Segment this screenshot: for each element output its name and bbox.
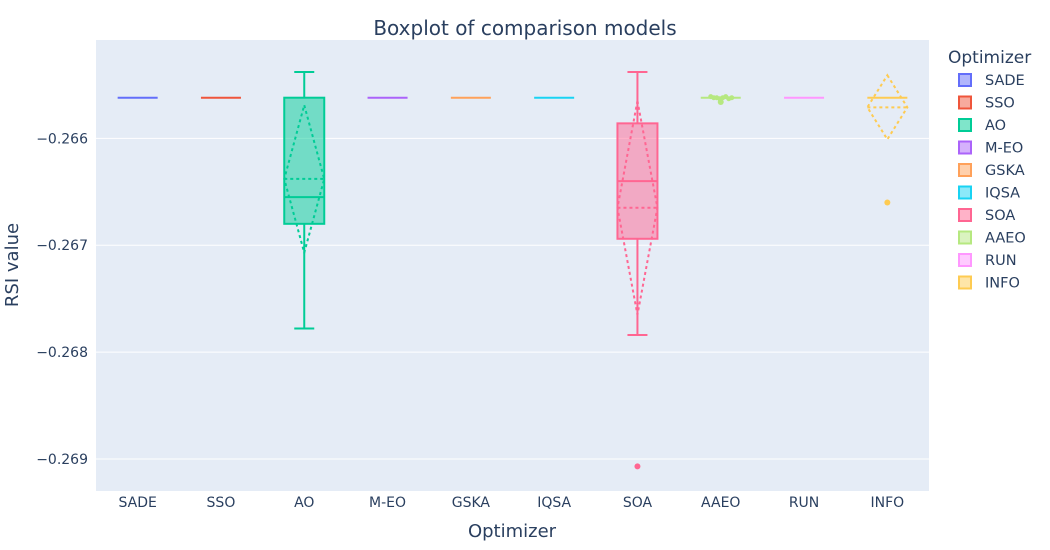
legend-swatch <box>958 253 972 267</box>
box-ao <box>283 71 326 330</box>
x-tick-label: INFO <box>871 495 905 511</box>
x-tick-label: AAEO <box>701 495 740 511</box>
legend-item-iqsa: IQSA <box>958 185 1020 202</box>
legend: SADE SSO AO M-EO GSKA IQSA SOA AAEO RUN INFO <box>958 73 1026 292</box>
legend-label: RUN <box>985 253 1017 269</box>
y-tick-label: −0.269 <box>36 452 88 468</box>
box-body <box>283 96 326 225</box>
legend-label: SSO <box>985 96 1015 112</box>
sd-diamond <box>866 73 909 142</box>
x-tick-label: IQSA <box>537 495 571 511</box>
legend-swatch <box>958 185 972 200</box>
x-tick-label: RUN <box>789 495 819 511</box>
y-tick-label: −0.268 <box>36 345 88 361</box>
chart-title: Boxplot of comparison models <box>373 16 676 40</box>
legend-label: SOA <box>985 208 1015 224</box>
outlier-point <box>634 463 641 470</box>
legend-item-info: INFO <box>958 275 1020 292</box>
x-axis-title: Optimizer <box>468 521 557 542</box>
y-tick-label: −0.267 <box>36 238 88 254</box>
legend-item-m-eo: M-EO <box>958 140 1023 157</box>
legend-item-run: RUN <box>958 253 1017 269</box>
legend-swatch <box>958 140 972 155</box>
x-tick-label: AO <box>294 495 314 511</box>
legend-swatch <box>958 230 972 245</box>
x-axis-ticks: SADE SSO AO M-EO GSKA IQSA SOA AAEO RUN INFO <box>118 495 904 511</box>
legend-label: AO <box>985 118 1006 134</box>
legend-item-soa: SOA <box>958 208 1015 224</box>
y-axis-title: RSI value <box>2 223 23 307</box>
legend-swatch <box>958 73 972 87</box>
legend-swatch <box>958 95 972 110</box>
x-tick-label: M-EO <box>369 495 406 511</box>
legend-swatch <box>958 208 972 222</box>
legend-label: SADE <box>985 73 1025 89</box>
data-point <box>729 95 735 101</box>
legend-item-sade: SADE <box>958 73 1025 89</box>
y-tick-label: −0.266 <box>36 131 88 147</box>
legend-item-sso: SSO <box>958 95 1015 112</box>
legend-label: M-EO <box>985 141 1023 157</box>
outlier-point <box>717 98 724 105</box>
box-info <box>866 73 909 206</box>
legend-label: GSKA <box>985 163 1025 179</box>
y-axis-ticks: −0.266 −0.267 −0.268 −0.269 <box>36 131 88 468</box>
legend-item-ao: AO <box>958 118 1006 134</box>
legend-swatch <box>958 275 972 290</box>
box-aaeo <box>700 94 741 105</box>
box-soa <box>616 71 659 470</box>
legend-label: INFO <box>985 276 1020 292</box>
x-tick-label: GSKA <box>452 495 491 511</box>
x-tick-label: SADE <box>118 495 156 511</box>
outlier-point <box>884 199 891 206</box>
legend-label: AAEO <box>985 231 1026 247</box>
legend-title: Optimizer <box>948 48 1031 68</box>
gridlines <box>96 137 929 460</box>
sd-diamond <box>283 101 326 257</box>
legend-swatch <box>958 163 972 177</box>
legend-label: IQSA <box>985 186 1020 202</box>
plot-background <box>96 40 929 491</box>
box-traces <box>117 71 909 470</box>
legend-item-gska: GSKA <box>958 163 1025 179</box>
legend-item-aaeo: AAEO <box>958 230 1026 247</box>
sd-diamond <box>616 100 659 315</box>
x-tick-label: SOA <box>623 495 653 511</box>
x-tick-label: SSO <box>207 495 236 511</box>
legend-swatch <box>958 118 972 132</box>
